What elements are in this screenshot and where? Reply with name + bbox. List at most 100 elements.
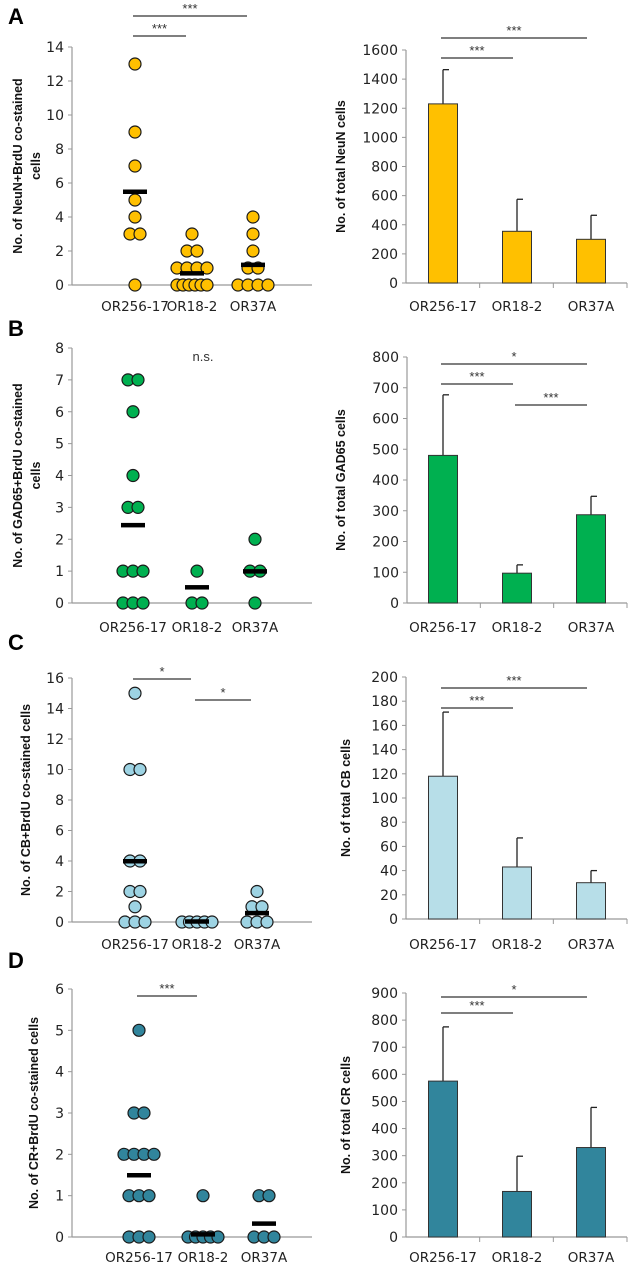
significance-label: * <box>220 685 225 700</box>
data-point <box>128 900 142 914</box>
y-tick-label: 160 <box>371 718 398 734</box>
data-point <box>262 1189 276 1203</box>
y-axis-title: No. of GAD65+BrdU co-stained <box>11 383 25 567</box>
y-tick-label: 800 <box>372 350 399 366</box>
significance-label: * <box>159 664 164 679</box>
y-tick-label: 40 <box>380 864 398 880</box>
y-tick-label: 400 <box>371 218 398 234</box>
bar <box>576 514 606 604</box>
data-point <box>200 261 214 275</box>
y-tick-label: 4 <box>55 210 64 226</box>
data-point <box>133 884 147 899</box>
y-tick-label: 600 <box>372 412 399 428</box>
y-tick-label: 2 <box>55 885 64 901</box>
significance-label: * <box>511 982 516 997</box>
bar <box>576 238 606 284</box>
y-tick-label: 0 <box>55 278 64 294</box>
panel-label-B: B <box>8 316 24 341</box>
y-tick-label: 1000 <box>362 130 398 146</box>
data-point <box>128 159 142 173</box>
y-tick-label: 400 <box>372 473 399 489</box>
category-label: OR18-2 <box>492 620 543 636</box>
panel-label-C: C <box>8 630 24 655</box>
data-point <box>196 1189 210 1203</box>
significance-label: *** <box>159 981 174 996</box>
chart-B-bar: 0 100 200 300 400 500 600 700 800 No. of total GA… <box>334 349 628 636</box>
mean-bar <box>191 1232 215 1237</box>
significance-label: *** <box>469 998 484 1013</box>
data-point <box>128 278 142 292</box>
data-point <box>128 210 142 224</box>
y-tick-label: 3 <box>55 1106 64 1122</box>
data-point <box>246 227 260 241</box>
category-label: OR256-17 <box>101 937 169 953</box>
mean-bar <box>123 859 147 864</box>
category-label: OR18-2 <box>178 1250 229 1266</box>
y-tick-label: 8 <box>55 793 64 809</box>
category-label: OR18-2 <box>492 937 543 953</box>
y-tick-label: 6 <box>55 405 64 421</box>
y-tick-label: 100 <box>371 1203 398 1219</box>
data-point <box>128 125 142 139</box>
y-axis-title: No. of total NeuN cells <box>334 100 348 233</box>
y-tick-label: 200 <box>372 535 399 551</box>
y-tick-label: 0 <box>389 912 398 928</box>
y-tick-label: 5 <box>55 437 64 453</box>
category-label: OR37A <box>568 1250 615 1266</box>
significance-label: *** <box>506 673 521 688</box>
y-tick-label: 2 <box>55 1147 64 1163</box>
data-point <box>136 564 150 578</box>
chart-B-scatter: 0 1 2 3 4 5 6 7 8 No. of GAD65+BrdU co-stained cel… <box>11 341 312 636</box>
chart-A-bar: 0 200 400 600 800 1000 1200 1400 1600 No. of tota… <box>334 23 628 315</box>
data-point <box>142 1230 156 1244</box>
panel-label-A: A <box>8 4 24 29</box>
y-tick-label: 0 <box>389 276 398 292</box>
y-tick-label: 5 <box>55 1023 64 1039</box>
mean-bar <box>185 919 209 924</box>
y-tick-label: 1200 <box>362 101 398 117</box>
bar <box>576 882 606 920</box>
y-tick-label: 300 <box>372 504 399 520</box>
y-axis-title: No. of total CB cells <box>339 739 353 857</box>
category-label: OR37A <box>568 937 615 953</box>
category-label: OR37A <box>234 937 281 953</box>
y-tick-label: 2 <box>55 532 64 548</box>
significance-label: *** <box>506 23 521 38</box>
category-label: OR37A <box>230 299 277 315</box>
y-tick-label: 300 <box>371 1149 398 1165</box>
category-label: OR18-2 <box>492 299 543 315</box>
y-axis-title: No. of total CR cells <box>339 1056 353 1174</box>
data-point <box>200 278 214 292</box>
y-tick-label: 100 <box>371 791 398 807</box>
category-label: OR256-17 <box>409 299 477 315</box>
category-label: OR256-17 <box>409 620 477 636</box>
mean-bar <box>245 910 269 916</box>
bar <box>502 1190 532 1238</box>
y-tick-label: 14 <box>46 702 64 718</box>
mean-bar <box>123 189 147 194</box>
y-tick-label: 8 <box>55 142 64 158</box>
y-tick-label: 800 <box>371 160 398 176</box>
mean-bar <box>127 1173 151 1178</box>
y-axis-title: No. of NeuN+BrdU co-stained <box>11 78 25 253</box>
mean-bar <box>180 271 204 276</box>
significance-label: *** <box>469 369 484 384</box>
mean-bar <box>185 585 209 590</box>
y-tick-label: 10 <box>46 108 64 124</box>
chart-C-scatter: 0 2 4 6 8 10 12 14 16 No. of CB+BrdU co-stained c… <box>19 664 312 953</box>
data-point <box>136 596 150 610</box>
y-axis-title: No. of total GAD65 cells <box>334 409 348 551</box>
y-tick-label: 6 <box>55 982 64 998</box>
y-tick-label: 0 <box>55 1230 64 1246</box>
y-tick-label: 700 <box>372 381 399 397</box>
y-tick-label: 120 <box>371 767 398 783</box>
bar <box>502 230 532 284</box>
category-label: OR37A <box>568 299 615 315</box>
y-tick-label: 100 <box>372 565 399 581</box>
bar <box>428 1080 458 1238</box>
chart-A-scatter: 0 2 4 6 8 10 12 14 No. of NeuN+BrdU co-stained ce… <box>11 1 312 315</box>
mean-bar <box>252 1221 276 1226</box>
y-tick-label: 600 <box>371 1067 398 1083</box>
data-point <box>126 405 140 419</box>
significance-label: *** <box>182 1 197 16</box>
